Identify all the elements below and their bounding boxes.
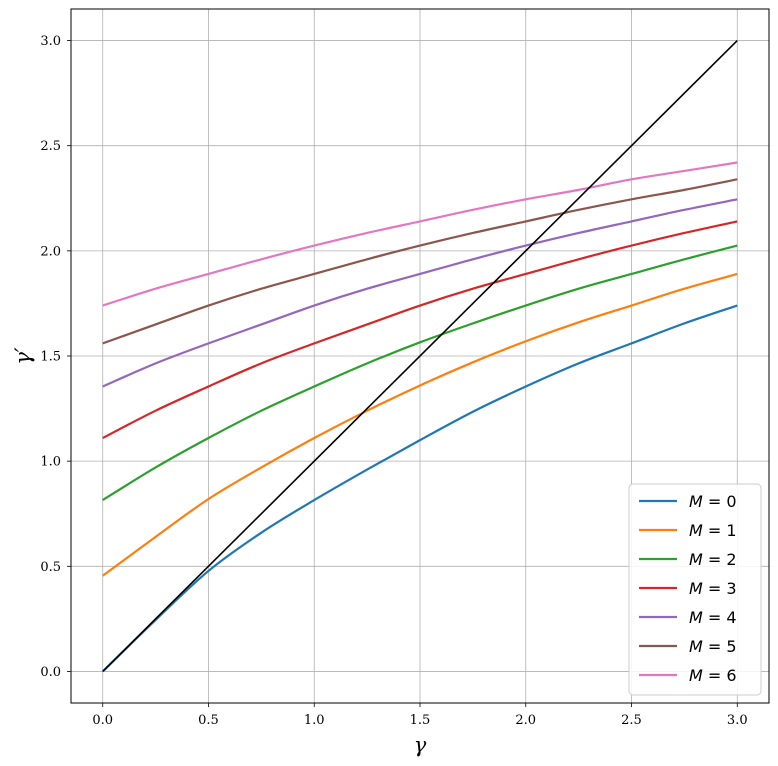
y-tick-label: 2.5 (40, 139, 61, 154)
x-tick-label: 2.0 (515, 713, 536, 728)
y-tick-label: 2.0 (40, 244, 61, 259)
y-axis-ticks: 0.0 0.5 1.0 1.5 2.0 2.5 3.0 (40, 34, 71, 680)
x-tick-label: 0.5 (198, 713, 219, 728)
legend-label: M = 1 (689, 521, 737, 540)
legend-label: M = 0 (689, 492, 737, 511)
x-tick-label: 3.0 (727, 713, 748, 728)
legend: M = 0 M = 1 M = 2 M = 3 M = 4 M = 5 M = 6 (628, 483, 762, 696)
legend-label: M = 2 (689, 550, 737, 569)
series-line-m5 (102, 178, 738, 345)
legend-box (628, 483, 762, 696)
y-axis-label: γ′ (11, 347, 35, 365)
x-tick-label: 1.5 (410, 713, 431, 728)
x-axis-label: γ (414, 733, 427, 757)
series-line-m2 (102, 244, 738, 501)
y-tick-label: 1.5 (40, 350, 61, 365)
y-tick-label: 3.0 (40, 34, 61, 49)
series-line-m3 (102, 220, 738, 439)
x-tick-label: 0.0 (92, 713, 113, 728)
x-axis-ticks: 0.0 0.5 1.0 1.5 2.0 2.5 3.0 (92, 703, 748, 728)
legend-label: M = 6 (689, 666, 737, 685)
legend-label: M = 4 (689, 608, 737, 627)
series-line-m4 (102, 198, 738, 388)
legend-label: M = 3 (689, 579, 737, 598)
series-line-m0 (101, 304, 738, 673)
series-lines (101, 39, 738, 673)
series-line-m6 (102, 161, 738, 307)
y-tick-label: 1.0 (40, 455, 61, 470)
y-tick-label: 0.0 (40, 665, 61, 680)
legend-label: M = 5 (689, 637, 737, 656)
y-tick-label: 0.5 (40, 560, 61, 575)
x-tick-label: 1.0 (304, 713, 325, 728)
identity-line (102, 39, 738, 673)
series-line-m1 (102, 272, 738, 577)
x-tick-label: 2.5 (621, 713, 642, 728)
